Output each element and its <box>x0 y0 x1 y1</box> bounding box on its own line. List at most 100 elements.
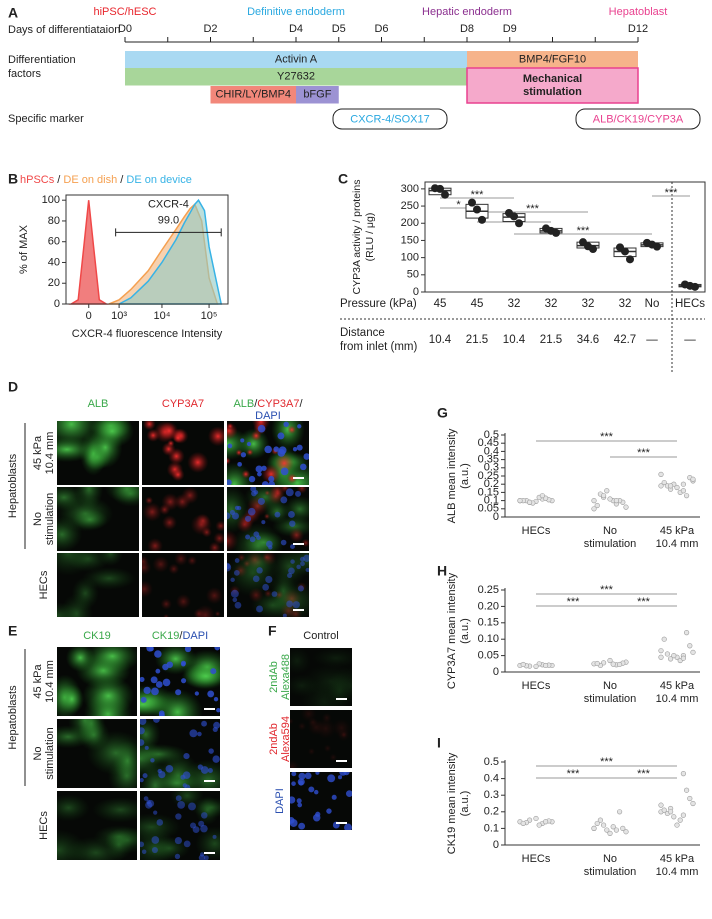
stain <box>227 462 255 485</box>
row-label: 2ndAb <box>268 661 280 693</box>
micrograph-content <box>227 421 309 485</box>
y-tick-label: 0.05 <box>478 650 499 662</box>
data-point <box>667 809 674 815</box>
significance-label: *** <box>637 768 651 780</box>
nucleus <box>271 591 278 597</box>
significance-label: *** <box>600 431 614 443</box>
micrograph-content <box>227 553 309 617</box>
nucleus <box>249 536 256 543</box>
nucleus <box>175 813 182 820</box>
data-point <box>473 205 481 214</box>
stain <box>182 662 220 690</box>
data-point <box>604 488 610 494</box>
stain <box>112 740 137 782</box>
nucleus <box>291 772 297 777</box>
row-label: DAPI <box>274 788 286 814</box>
stain <box>215 520 224 532</box>
micrograph-content <box>57 421 135 476</box>
nucleus <box>296 798 302 804</box>
data-point <box>623 504 629 510</box>
nucleus <box>150 758 155 763</box>
nucleus <box>207 690 215 698</box>
stain <box>140 813 182 842</box>
y-tick-label: 0.35 <box>478 454 499 466</box>
data-point <box>683 630 690 636</box>
data-point <box>613 827 620 833</box>
row-label: Distance <box>340 327 385 339</box>
stain <box>201 527 213 538</box>
nucleus <box>183 752 190 760</box>
stage-label: Hepatic endoderm <box>422 6 512 18</box>
category-label: 10.4 mm <box>656 538 699 550</box>
data-point <box>478 215 486 224</box>
nucleus <box>158 712 165 716</box>
nucleus <box>174 836 182 845</box>
row-label: No <box>32 746 44 760</box>
nucleus <box>265 575 273 584</box>
micrograph-content <box>143 421 224 482</box>
factor-label: Y27632 <box>277 71 315 83</box>
nucleus <box>257 471 262 477</box>
marker-box <box>575 108 701 130</box>
row-label: 45 kPa <box>32 663 44 698</box>
y-tick-label: 200 <box>401 217 419 229</box>
data-point <box>594 502 600 509</box>
nucleus <box>177 801 186 809</box>
stain <box>195 513 211 528</box>
nucleus <box>290 559 295 564</box>
data-point <box>610 661 616 667</box>
category2-label: 10.4 <box>503 334 526 346</box>
row-label: 2ndAb <box>268 723 280 755</box>
category-label: No <box>603 525 617 537</box>
stain <box>214 610 221 617</box>
y-tick-label: 0.5 <box>484 429 499 441</box>
factor-label: BMP4/FGF10 <box>519 54 586 66</box>
panel-label: B <box>8 171 18 187</box>
stain <box>297 722 307 731</box>
nucleus <box>213 696 219 702</box>
stain <box>175 593 192 610</box>
category-label: 45 kPa <box>660 525 695 537</box>
category-label: 45 <box>471 298 484 310</box>
data-point <box>677 817 683 823</box>
stain <box>243 531 284 551</box>
panel-label: H <box>437 563 447 579</box>
y-tick-label: 40 <box>48 256 60 268</box>
nucleus <box>268 481 275 485</box>
data-point <box>510 212 518 221</box>
nucleus <box>151 846 158 854</box>
category-label: stimulation <box>584 693 637 705</box>
category-label: 45 kPa <box>660 853 695 865</box>
significance-label: * <box>456 199 461 211</box>
nucleus <box>237 461 242 467</box>
data-point <box>680 655 687 661</box>
y-tick-label: 60 <box>48 236 60 248</box>
y-tick-label: 0.3 <box>484 789 499 801</box>
data-point <box>589 245 597 254</box>
y-tick-label: 0.4 <box>484 445 499 457</box>
y-tick-label: 0.1 <box>484 822 499 834</box>
y-tick-label: 0.2 <box>484 806 499 818</box>
nucleus <box>188 802 196 811</box>
row-label: stimulation <box>44 493 56 546</box>
y-tick-label: 0 <box>493 839 499 851</box>
stain <box>142 502 162 522</box>
nucleus <box>256 535 261 540</box>
category-label: 32 <box>619 298 632 310</box>
micrograph <box>57 647 137 716</box>
day-label: D12 <box>628 23 648 35</box>
data-point <box>667 656 674 662</box>
nucleus <box>296 564 301 570</box>
nucleus <box>181 661 186 667</box>
row-label: 45 kPa <box>32 435 44 470</box>
stain <box>181 487 199 505</box>
nucleus <box>303 554 309 562</box>
factors-label: factors <box>8 68 42 80</box>
micrograph-content <box>57 794 137 860</box>
stain <box>290 759 300 768</box>
stain <box>227 457 231 465</box>
micrograph <box>140 719 220 788</box>
nucleus <box>183 840 191 848</box>
micrograph <box>290 648 352 706</box>
